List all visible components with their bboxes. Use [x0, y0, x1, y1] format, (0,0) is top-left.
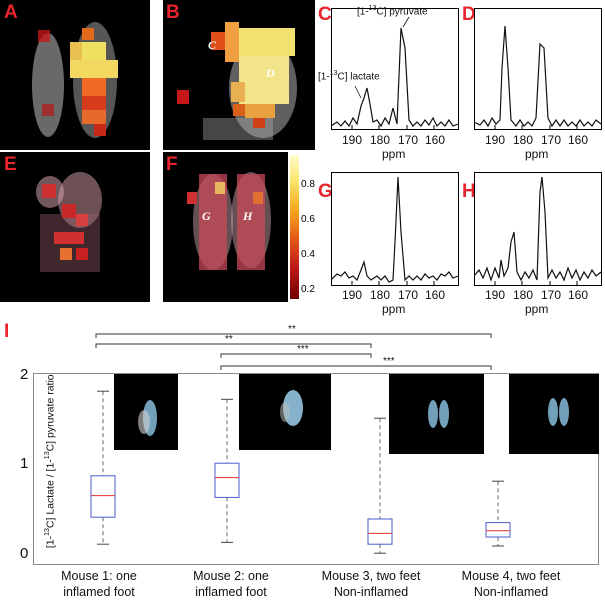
boxplot-frame: [33, 373, 599, 565]
annotation-pyruvate: [1-13C] pyruvate: [357, 5, 428, 18]
panel-label-f: F: [166, 154, 178, 175]
panel-label-b: B: [166, 2, 180, 23]
x-tick-h-170: 170: [541, 288, 562, 302]
category-label-mouse-3-line2: Non-inflamed: [333, 585, 409, 599]
y-tick-0: 0: [20, 545, 29, 562]
colorbar-tick-02: 0.2: [301, 284, 315, 295]
x-label-c: ppm: [382, 147, 406, 161]
category-label-mouse-2: Mouse 2: one inflamed foot: [168, 568, 294, 600]
x-tick-d-180: 180: [513, 133, 534, 147]
x-tick-d-190: 190: [485, 133, 506, 147]
x-tick-c-190: 190: [342, 133, 363, 147]
category-label-mouse-1-line1: Mouse 1: one: [61, 569, 137, 583]
x-tick-d-170: 170: [541, 133, 562, 147]
thumbnail-mouse-1: [114, 374, 178, 450]
x-tick-h-160: 160: [568, 288, 589, 302]
thumbnail-mouse-2: [239, 374, 331, 450]
x-tick-g-160: 160: [425, 288, 446, 302]
box-4: [485, 522, 511, 538]
spectrum-c: [331, 8, 459, 130]
category-label-mouse-2-line1: Mouse 2: one: [193, 569, 269, 583]
mri-overlay-b: [177, 22, 297, 140]
category-label-mouse-1: Mouse 1: one inflamed foot: [36, 568, 162, 600]
panel-label-i: I: [4, 321, 10, 342]
image-panel-b: C D: [163, 0, 315, 150]
significance-bracket-1: **: [288, 324, 296, 335]
x-tick-d-160: 160: [568, 133, 589, 147]
panel-label-a: A: [4, 2, 18, 23]
category-label-mouse-4-line2: Non-inflamed: [473, 585, 549, 599]
y-tick-2: 2: [20, 366, 29, 383]
y-tick-1: 1: [20, 455, 29, 472]
thumbnail-mouse-4: [509, 374, 599, 454]
roi-label-g: G: [202, 209, 211, 223]
panel-label-e: E: [4, 154, 17, 175]
spectrum-h: [474, 172, 602, 286]
roi-label-d: D: [266, 66, 275, 80]
significance-brackets: [95, 333, 492, 370]
box-3: [367, 518, 393, 545]
significance-bracket-3: ***: [297, 344, 309, 355]
annotation-lactate: [1-13C] lactate: [318, 70, 380, 83]
category-label-mouse-2-line2: inflamed foot: [195, 585, 267, 599]
x-tick-c-170: 170: [398, 133, 419, 147]
mri-overlay-e: [36, 172, 102, 272]
x-tick-c-180: 180: [370, 133, 391, 147]
mri-overlay-f: [187, 172, 271, 270]
image-panel-e: [0, 152, 150, 302]
x-tick-g-170: 170: [398, 288, 419, 302]
spectrum-g: [331, 172, 459, 286]
roi-label-c: C: [208, 38, 217, 52]
box-2: [214, 462, 240, 498]
category-label-mouse-4: Mouse 4, two feet Non-inflamed: [446, 568, 576, 600]
roi-label-h: H: [243, 209, 253, 223]
category-label-mouse-3: Mouse 3, two feet Non-inflamed: [308, 568, 434, 600]
thumbnail-mouse-3: [389, 374, 484, 454]
x-label-d: ppm: [525, 147, 549, 161]
x-tick-h-180: 180: [513, 288, 534, 302]
panel-label-h: H: [462, 181, 476, 202]
mri-overlay-a: [32, 22, 118, 138]
colorbar-tick-04: 0.4: [301, 249, 315, 260]
significance-bracket-4: ***: [383, 356, 395, 367]
spectrum-d: [474, 8, 602, 130]
x-tick-g-180: 180: [370, 288, 391, 302]
panel-label-c: C: [318, 4, 332, 25]
category-label-mouse-3-line1: Mouse 3, two feet: [321, 569, 421, 583]
significance-bracket-2: **: [225, 334, 233, 345]
x-tick-c-160: 160: [425, 133, 446, 147]
box-1: [90, 475, 116, 518]
x-label-g: ppm: [382, 302, 406, 316]
colorbar: 0.8 0.6 0.4 0.2: [288, 152, 318, 302]
panel-label-d: D: [462, 4, 476, 25]
category-label-mouse-4-line1: Mouse 4, two feet: [461, 569, 561, 583]
colorbar-tick-06: 0.6: [301, 214, 315, 225]
colorbar-tick-08: 0.8: [301, 179, 315, 190]
category-label-mouse-1-line2: inflamed foot: [63, 585, 135, 599]
image-panel-a: [0, 0, 150, 150]
image-panel-f: G H: [163, 152, 288, 302]
x-tick-h-190: 190: [485, 288, 506, 302]
x-tick-g-190: 190: [342, 288, 363, 302]
x-label-h: ppm: [525, 302, 549, 316]
panel-label-g: G: [318, 181, 333, 202]
